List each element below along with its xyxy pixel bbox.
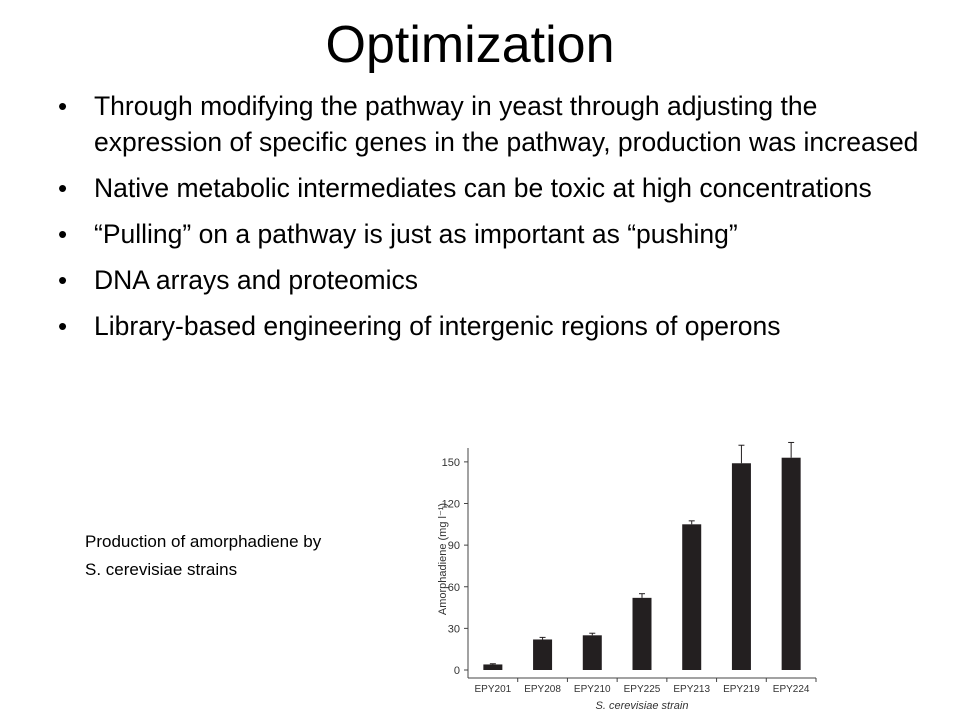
caption-line: Production of amorphadiene by — [85, 532, 322, 551]
bar-epy213 — [682, 524, 702, 670]
bar-epy201 — [483, 664, 503, 670]
x-axis-label: S. cerevisiae strain — [596, 700, 689, 710]
bar-epy208 — [533, 639, 553, 670]
chart-caption: Production of amorphadiene by S. cerevis… — [85, 528, 415, 584]
x-tick-label: EPY208 — [524, 684, 561, 695]
caption-line: S. cerevisiae strains — [85, 560, 238, 579]
bullet-text: Native metabolic intermediates can be to… — [94, 173, 872, 203]
bullet-item: • Library-based engineering of intergeni… — [58, 308, 948, 344]
y-axis-label: Amorphadiene (mg l⁻¹) — [437, 503, 449, 615]
bullet-marker: • — [58, 91, 68, 121]
bullet-marker: • — [58, 219, 68, 249]
x-tick-label: EPY225 — [624, 684, 661, 695]
y-tick-label: 150 — [442, 457, 460, 469]
x-tick-label: EPY213 — [673, 684, 710, 695]
bar-epy224 — [781, 457, 801, 670]
x-tick-label: EPY224 — [773, 684, 810, 695]
bullet-text: “Pulling” on a pathway is just as import… — [94, 219, 738, 249]
bullet-item: • Through modifying the pathway in yeast… — [58, 88, 948, 160]
y-tick-label: 60 — [448, 582, 460, 594]
x-tick-label: EPY210 — [574, 684, 611, 695]
bullet-item: • Native metabolic intermediates can be … — [58, 170, 948, 206]
bullet-marker: • — [58, 311, 68, 341]
bullet-marker: • — [58, 265, 68, 295]
bullet-text: DNA arrays and proteomics — [94, 265, 419, 295]
bullet-text: Through modifying the pathway in yeast t… — [94, 91, 919, 157]
x-tick-label: EPY219 — [723, 684, 760, 695]
bullet-item: • DNA arrays and proteomics — [58, 262, 948, 298]
slide-title: Optimization — [325, 16, 615, 74]
bullet-marker: • — [58, 173, 68, 203]
bullet-item: • “Pulling” on a pathway is just as impo… — [58, 216, 948, 252]
y-tick-label: 30 — [448, 623, 460, 635]
y-tick-label: 90 — [448, 540, 460, 552]
y-tick-label: 120 — [442, 499, 460, 511]
y-tick-label: 0 — [454, 665, 460, 677]
bullet-list: • Through modifying the pathway in yeast… — [58, 88, 948, 354]
bar-epy210 — [582, 635, 602, 670]
amorphadiene-bar-chart: 0 30 60 90 120 150 Amorphadiene (mg l⁻¹) EPY201… — [437, 441, 817, 710]
x-tick-label: EPY201 — [475, 684, 512, 695]
bar-epy225 — [632, 597, 652, 670]
bar-epy219 — [731, 463, 751, 670]
bullet-text: Library-based engineering of intergenic … — [94, 311, 781, 341]
